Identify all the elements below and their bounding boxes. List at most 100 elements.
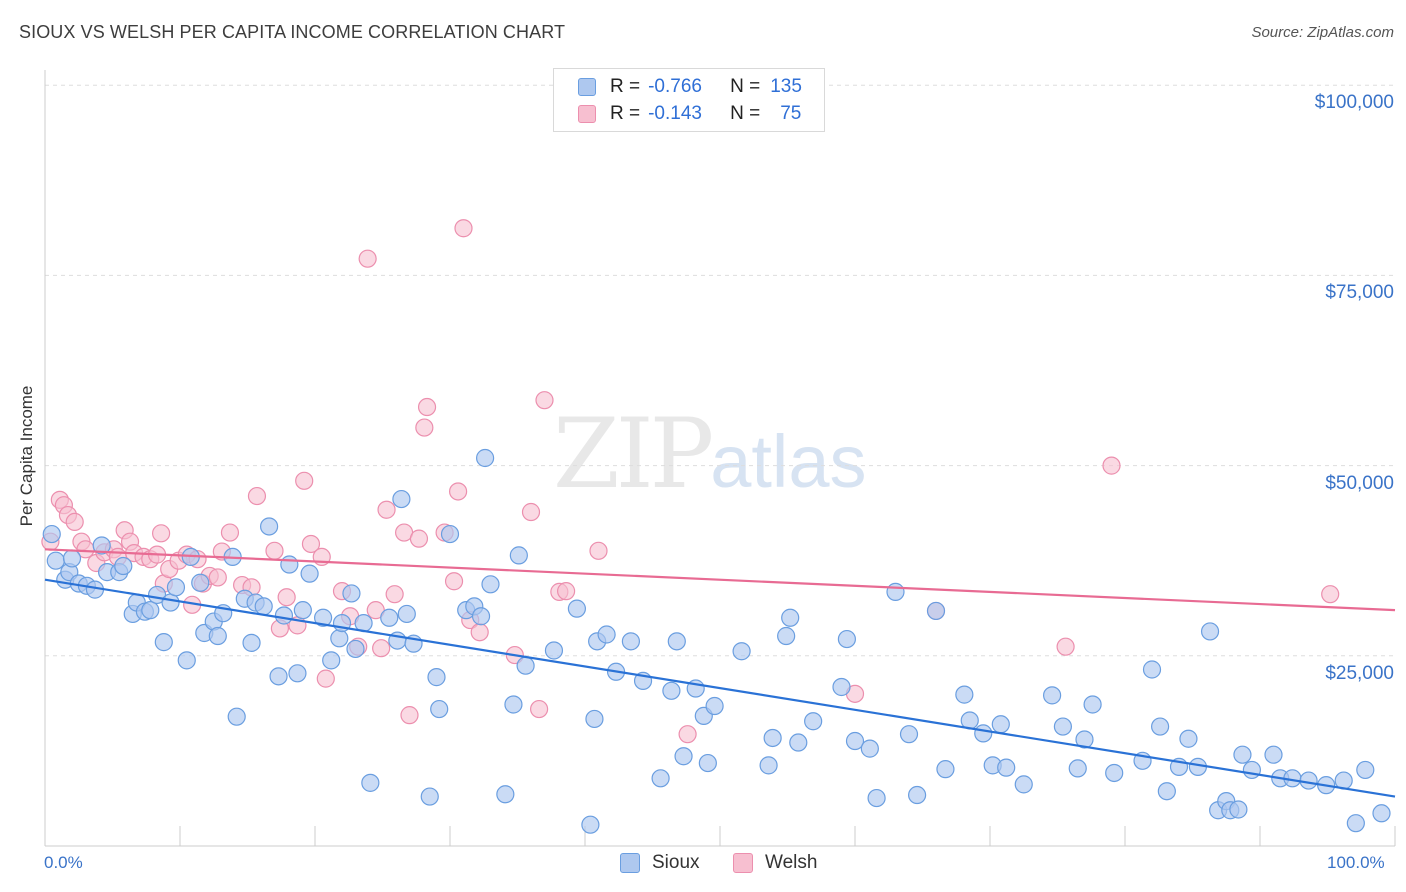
legend-n-value: 75 bbox=[780, 103, 802, 124]
welsh-point bbox=[556, 582, 576, 601]
sioux-point bbox=[481, 575, 500, 594]
sioux-point bbox=[330, 629, 349, 648]
sioux-point bbox=[860, 739, 879, 758]
welsh-point bbox=[454, 219, 473, 238]
welsh-point bbox=[247, 486, 267, 506]
sioux-point bbox=[254, 597, 273, 616]
sioux-point bbox=[1229, 800, 1248, 819]
sioux-point bbox=[380, 608, 399, 627]
welsh-point bbox=[678, 725, 697, 744]
sioux-point bbox=[926, 601, 946, 621]
welsh-point bbox=[372, 639, 391, 658]
welsh-point bbox=[415, 418, 434, 437]
sioux-point bbox=[763, 728, 782, 748]
y-tick-label: $75,000 bbox=[1325, 282, 1394, 304]
sioux-point bbox=[1372, 804, 1391, 823]
sioux-point bbox=[141, 601, 160, 620]
welsh-legend-label: Welsh bbox=[765, 852, 818, 873]
welsh-point bbox=[152, 524, 171, 543]
sioux-point bbox=[342, 584, 361, 603]
sioux-point bbox=[397, 604, 416, 624]
welsh-point bbox=[417, 397, 437, 417]
legend-n-label: N = bbox=[730, 76, 761, 97]
sioux-point bbox=[293, 601, 312, 620]
legend-r-value: -0.766 bbox=[648, 76, 702, 97]
welsh-point bbox=[449, 482, 468, 501]
sioux-point bbox=[845, 731, 865, 751]
sioux-point bbox=[1150, 717, 1170, 736]
sioux-point bbox=[114, 556, 133, 576]
sioux-point bbox=[42, 524, 61, 544]
welsh-point bbox=[529, 699, 549, 719]
sioux-point bbox=[1068, 759, 1087, 778]
welsh-point bbox=[65, 512, 84, 532]
sioux-point bbox=[674, 747, 693, 766]
sioux-point bbox=[260, 517, 279, 536]
sioux-point bbox=[886, 582, 905, 601]
legend-r-value: -0.143 bbox=[648, 103, 702, 124]
y-tick-label: $50,000 bbox=[1325, 472, 1394, 494]
sioux-point bbox=[585, 709, 604, 729]
sioux-point bbox=[92, 536, 111, 555]
sioux-point bbox=[907, 785, 927, 805]
welsh-point bbox=[301, 534, 321, 554]
sioux-point bbox=[759, 756, 778, 775]
sioux-point bbox=[1075, 730, 1094, 749]
correlation-legend: R = -0.766 N = 135 R = -0.143 N = 75 bbox=[553, 68, 825, 132]
sioux-point bbox=[476, 448, 495, 468]
sioux-point bbox=[974, 724, 993, 743]
sioux-point bbox=[509, 546, 528, 565]
y-axis-label: Per Capita Income bbox=[17, 385, 36, 527]
sioux-point bbox=[46, 551, 65, 570]
welsh-point bbox=[385, 585, 404, 604]
sioux-point bbox=[837, 629, 857, 649]
welsh-swatch bbox=[578, 105, 596, 123]
welsh-point bbox=[1102, 456, 1121, 475]
sioux-point bbox=[597, 625, 616, 644]
bottom-legend-sioux: Sioux bbox=[620, 852, 700, 874]
sioux-point bbox=[1356, 760, 1375, 780]
sioux-point bbox=[1142, 660, 1162, 679]
watermark-zip: ZIP bbox=[553, 398, 714, 510]
legend-r-label: R = bbox=[610, 103, 641, 124]
sioux-point bbox=[1200, 622, 1220, 641]
sioux-point bbox=[1014, 775, 1033, 794]
sioux-point bbox=[1179, 729, 1198, 748]
sioux-point bbox=[504, 695, 523, 714]
sioux-point bbox=[698, 753, 717, 773]
sioux-legend-label: Sioux bbox=[652, 852, 700, 873]
sioux-point bbox=[346, 639, 365, 659]
trend-lines bbox=[44, 548, 1396, 798]
welsh-point bbox=[208, 568, 227, 587]
welsh-point bbox=[277, 588, 296, 607]
sioux-point bbox=[899, 725, 919, 744]
sioux-point bbox=[1346, 814, 1365, 833]
sioux-point bbox=[1042, 686, 1062, 705]
sioux-point bbox=[300, 564, 319, 583]
legend-row-welsh: R = -0.143 N = 75 bbox=[578, 102, 801, 126]
legend-row-sioux: R = -0.766 N = 135 bbox=[578, 75, 802, 99]
sioux-point bbox=[1083, 695, 1102, 714]
legend-n-label: N = bbox=[730, 103, 761, 124]
sioux-point bbox=[191, 573, 210, 592]
sioux-points bbox=[42, 448, 1391, 834]
welsh-point bbox=[409, 529, 429, 548]
legend-r-label: R = bbox=[610, 76, 641, 97]
sioux-point bbox=[314, 608, 333, 627]
welsh-point bbox=[400, 706, 419, 725]
sioux-point bbox=[777, 626, 796, 646]
sioux-point bbox=[242, 633, 261, 652]
sioux-point bbox=[832, 677, 851, 697]
sioux-point bbox=[420, 787, 439, 806]
sioux-point bbox=[1105, 763, 1124, 783]
sioux-legend-swatch bbox=[620, 853, 640, 873]
x-tick-left: 0.0% bbox=[44, 853, 83, 872]
sioux-point bbox=[1233, 745, 1252, 764]
sioux-point bbox=[288, 664, 307, 683]
sioux-point bbox=[789, 733, 808, 752]
sioux-point bbox=[161, 593, 180, 612]
sioux-point bbox=[280, 555, 299, 574]
sioux-point bbox=[1264, 745, 1283, 764]
watermark: ZIPatlas bbox=[553, 398, 867, 510]
sioux-point bbox=[936, 760, 955, 779]
